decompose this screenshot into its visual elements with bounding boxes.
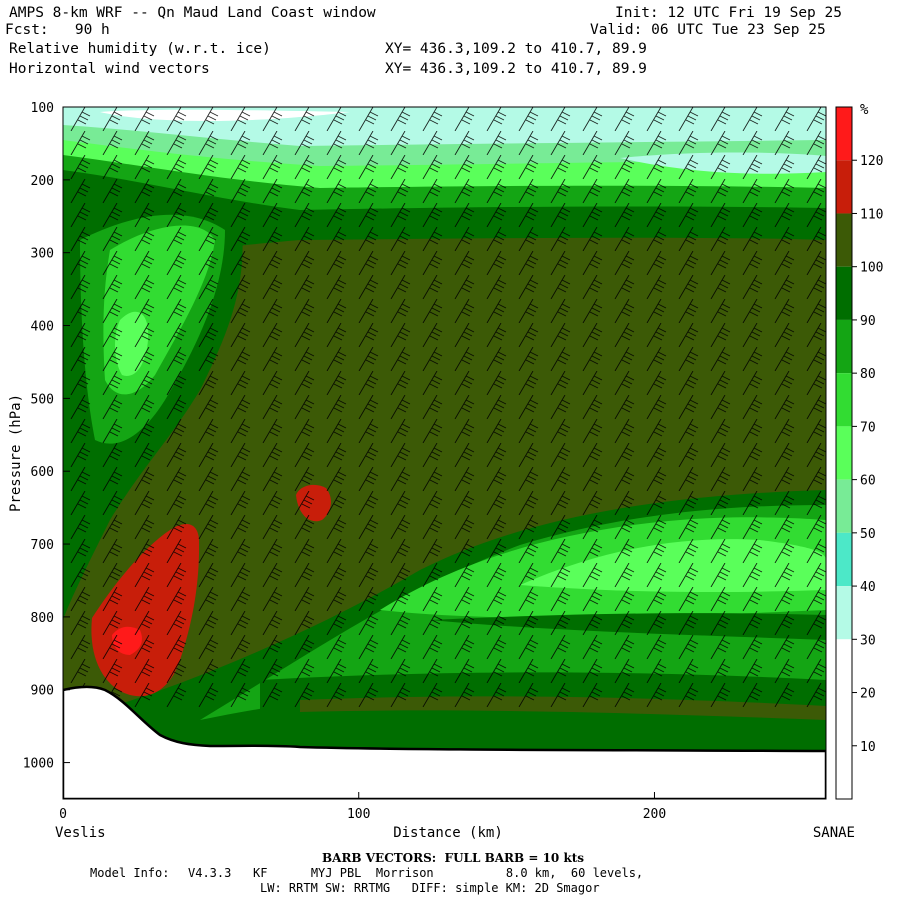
field-label-wind: Horizontal wind vectors — [9, 61, 210, 77]
x-axis-label: Distance (km) — [393, 825, 503, 841]
colorbar-unit: % — [860, 102, 869, 118]
colorbar-label: 80 — [860, 367, 876, 382]
x-axis: 0 100 200 — [59, 792, 666, 822]
x-tick-label: 0 — [59, 807, 67, 822]
y-tick-label: 400 — [31, 320, 54, 335]
colorbar-swatch — [836, 745, 852, 799]
colorbar-swatch — [836, 107, 852, 161]
xy-range-1: XY= 436.3,109.2 to 410.7, 89.9 — [385, 41, 647, 57]
colorbar-label: 120 — [860, 154, 883, 169]
colorbar-swatch — [836, 213, 852, 267]
field-label-rh: Relative humidity (w.r.t. ice) — [9, 41, 271, 57]
rh-field — [63, 107, 826, 799]
xy-range-2: XY= 436.3,109.2 to 410.7, 89.9 — [385, 61, 647, 77]
y-tick-label: 300 — [31, 247, 54, 262]
colorbar-label: 50 — [860, 527, 876, 542]
colorbar-label: 110 — [860, 207, 883, 222]
y-tick-label: 800 — [31, 611, 54, 626]
y-tick-label: 500 — [31, 392, 54, 407]
colorbar-swatch — [836, 319, 852, 374]
y-tick-label: 100 — [31, 101, 54, 116]
x-tick-label: 200 — [643, 807, 666, 822]
colorbar-label: 70 — [860, 420, 876, 435]
colorbar-swatch — [836, 586, 852, 640]
colorbar-label: 20 — [860, 687, 876, 702]
colorbar-label: 40 — [860, 580, 876, 595]
y-tick-label: 700 — [31, 538, 54, 553]
terrain — [63, 685, 826, 799]
y-tick-label: 900 — [31, 684, 54, 699]
colorbar-label: 10 — [860, 740, 876, 755]
colorbar-swatch — [836, 160, 852, 214]
plot-frame — [62, 106, 827, 800]
colorbar-swatch — [836, 639, 852, 693]
colorbar-swatch — [836, 373, 852, 427]
wind-barbs — [63, 107, 826, 707]
colorbar-label: 100 — [860, 261, 883, 276]
forecast-hour: Fcst: 90 h — [5, 22, 110, 38]
colorbar-label: 30 — [860, 633, 876, 648]
colorbar-swatch — [836, 426, 852, 480]
left-endpoint: Veslis — [55, 825, 106, 841]
barb-legend: BARB VECTORS: FULL BARB = 10 kts — [322, 851, 585, 865]
right-endpoint: SANAE — [813, 825, 855, 841]
colorbar-swatch — [836, 479, 852, 533]
y-tick-label: 1000 — [23, 757, 54, 772]
colorbar-label: 90 — [860, 314, 876, 329]
y-axis: 100 200 300 400 500 600 700 800 900 1000 — [23, 101, 70, 772]
y-axis-label: Pressure (hPa) — [8, 394, 24, 512]
valid-time: Valid: 06 UTC Tue 23 Sep 25 — [590, 22, 826, 38]
chart-title: AMPS 8-km WRF -- Qn Maud Land Coast wind… — [9, 5, 376, 21]
colorbar-swatch — [836, 532, 852, 587]
colorbar-frame — [835, 106, 853, 800]
model-info-label: Model Info: — [90, 866, 170, 880]
y-tick-label: 200 — [31, 174, 54, 189]
colorbar-swatch — [836, 692, 852, 746]
init-time: Init: 12 UTC Fri 19 Sep 25 — [615, 5, 842, 21]
model-info-line2: LW: RRTM SW: RRTMG DIFF: simple KM: 2D S… — [260, 881, 600, 895]
colorbar: 120 110 100 90 80 70 60 50 40 30 20 10 — [835, 106, 883, 800]
y-tick-label: 600 — [31, 465, 54, 480]
model-info-line1: V4.3.3 KF MYJ PBL Morrison 8.0 km, 60 le… — [188, 866, 644, 880]
colorbar-label: 60 — [860, 474, 876, 489]
colorbar-swatch — [836, 266, 852, 320]
x-tick-label: 100 — [347, 807, 370, 822]
